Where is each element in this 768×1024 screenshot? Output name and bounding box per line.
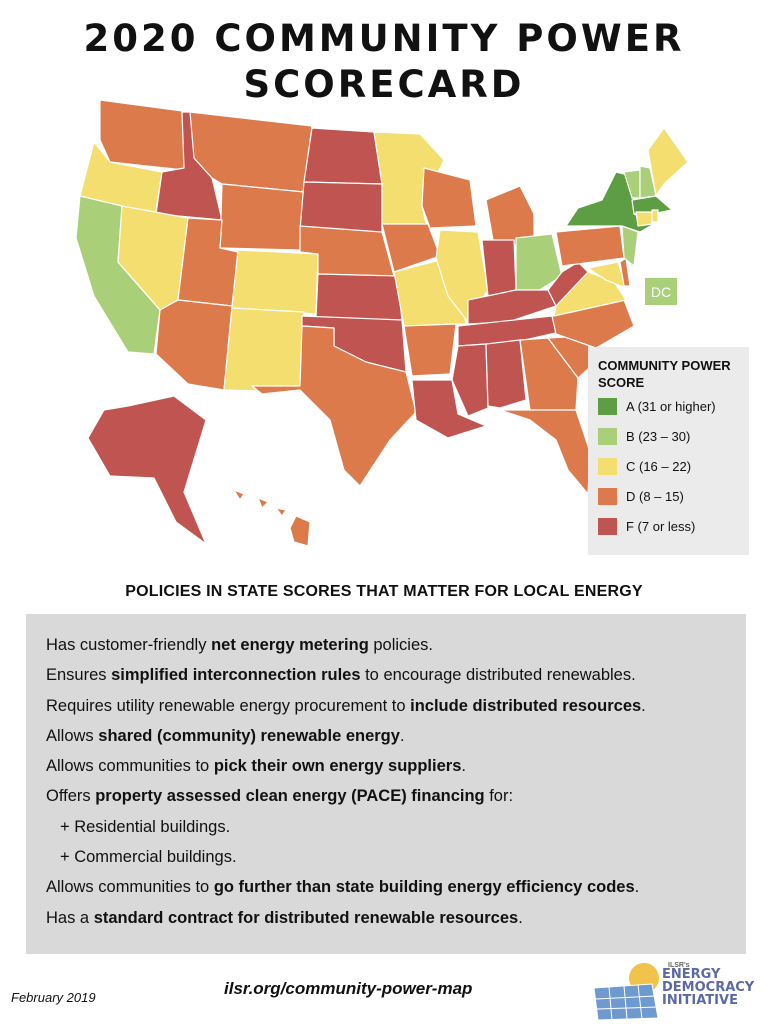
title-line-1: 2020 COMMUNITY POWER — [83, 17, 685, 60]
legend-label-a: A (31 or higher) — [626, 398, 716, 414]
policy-pace-financing: Offers property assessed clean energy (P… — [46, 787, 514, 806]
state-arizona — [155, 299, 233, 391]
state-florida — [499, 409, 591, 495]
legend-swatch-f — [598, 517, 617, 535]
dc-label: DC — [651, 284, 671, 300]
legend-swatch-d — [598, 487, 617, 505]
state-texas — [251, 325, 417, 487]
state-arkansas — [403, 323, 457, 377]
state-kansas — [315, 273, 403, 323]
policies-heading: POLICIES IN STATE SCORES THAT MATTER FOR… — [125, 583, 643, 600]
state-hawaii — [233, 489, 311, 547]
source-url[interactable]: ilsr.org/community-power-map — [224, 979, 473, 998]
state-north-dakota — [303, 127, 383, 185]
state-ohio — [515, 233, 563, 297]
state-connecticut — [635, 211, 653, 227]
policy-net-metering: Has customer-friendly net energy meterin… — [46, 636, 433, 654]
state-delaware — [619, 257, 631, 287]
state-massachusetts — [631, 195, 673, 215]
policy-pace-residential: + Residential buildings. — [60, 817, 231, 836]
state-alaska — [87, 395, 207, 545]
state-georgia — [519, 337, 579, 411]
solar-panel-logo-icon — [593, 963, 659, 1020]
policies-box: Has customer-friendly net energy meterin… — [26, 614, 746, 954]
dc-marker — [645, 278, 677, 305]
state-rhode-island — [651, 209, 659, 223]
state-tennessee — [457, 315, 561, 347]
state-washington — [99, 99, 191, 171]
legend-swatch-a — [598, 397, 617, 415]
state-alabama — [485, 339, 527, 409]
state-wisconsin — [421, 167, 477, 229]
state-new-mexico — [223, 307, 305, 393]
policy-shared-renewables: Allows shared (community) renewable ener… — [46, 726, 405, 745]
publication-date: February 2019 — [11, 990, 96, 1005]
legend-item-d: D (8 – 15) — [598, 481, 741, 511]
policy-energy-suppliers: Allows communities to pick their own ene… — [46, 757, 466, 776]
legend-title: COMMUNITY POWER SCORE — [598, 358, 731, 390]
legend-label-d: D (8 – 15) — [626, 488, 684, 504]
page-title: 2020 COMMUNITY POWER SCORECARD — [0, 16, 768, 108]
logo-tag: ILSR's — [668, 962, 690, 969]
legend-item-a: A (31 or higher) — [598, 391, 741, 421]
legend-item-c: C (16 – 22) — [598, 451, 741, 481]
legend-item-f: F (7 or less) — [598, 511, 741, 541]
state-maine — [647, 127, 689, 197]
policy-distributed-procurement: Requires utility renewable energy procur… — [46, 696, 646, 715]
legend-swatch-c — [598, 457, 617, 475]
title-line-2: SCORECARD — [243, 63, 525, 106]
logo-wordmark: ENERGY DEMOCRACY INITIATIVE — [662, 967, 755, 1008]
state-colorado — [231, 249, 319, 315]
policy-building-codes: Allows communities to go further than st… — [46, 878, 640, 897]
state-michigan — [485, 185, 535, 247]
state-virginia — [553, 271, 627, 317]
state-pennsylvania — [555, 225, 625, 267]
state-minnesota — [373, 131, 445, 225]
state-mississippi — [451, 343, 489, 417]
us-state-map: DC — [75, 99, 689, 547]
policy-interconnection: Ensures simplified interconnection rules… — [46, 666, 636, 685]
legend-swatch-b — [598, 427, 617, 445]
policy-standard-contract: Has a standard contract for distributed … — [46, 908, 523, 927]
state-maryland — [587, 261, 627, 289]
legend-label-b: B (23 – 30) — [626, 428, 691, 444]
legend-item-b: B (23 – 30) — [598, 421, 741, 451]
state-wyoming — [219, 183, 305, 251]
energy-democracy-initiative-logo: ILSR's ENERGY DEMOCRACY INITIATIVE — [592, 962, 760, 1020]
legend-label-c: C (16 – 22) — [626, 458, 692, 474]
state-indiana — [481, 239, 517, 297]
legend-label-f: F (7 or less) — [626, 518, 696, 534]
map-legend: COMMUNITY POWER SCORE A (31 or higher) B… — [588, 347, 749, 555]
policy-pace-commercial: + Commercial buildings. — [60, 848, 237, 867]
